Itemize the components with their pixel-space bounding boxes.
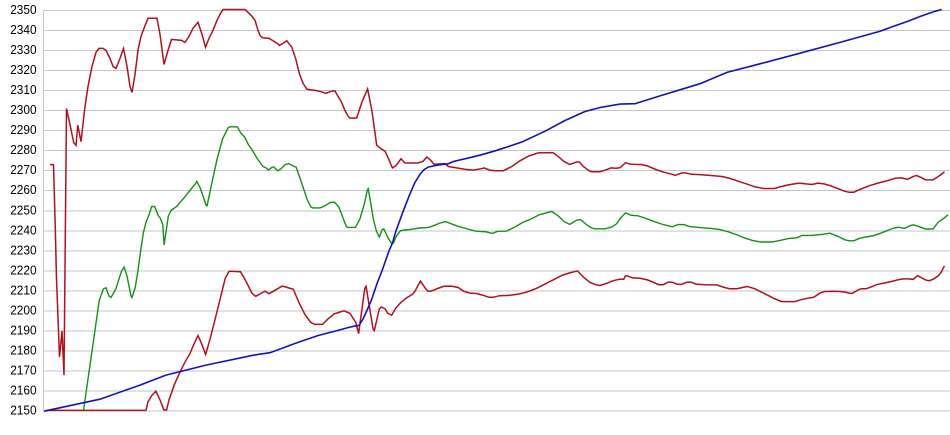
svg-text:2310: 2310	[10, 82, 36, 97]
svg-text:2270: 2270	[10, 162, 36, 177]
svg-text:2300: 2300	[10, 102, 36, 117]
svg-text:2220: 2220	[10, 262, 36, 277]
svg-text:2200: 2200	[10, 303, 36, 318]
svg-text:2330: 2330	[10, 42, 36, 57]
svg-text:2260: 2260	[10, 182, 36, 197]
svg-text:2180: 2180	[10, 343, 36, 358]
svg-text:2230: 2230	[10, 242, 36, 257]
svg-text:2150: 2150	[10, 403, 36, 418]
svg-text:2290: 2290	[10, 122, 36, 137]
svg-text:2170: 2170	[10, 363, 36, 378]
svg-text:2210: 2210	[10, 282, 36, 297]
svg-text:2280: 2280	[10, 142, 36, 157]
svg-text:2160: 2160	[10, 383, 36, 398]
svg-text:2240: 2240	[10, 222, 36, 237]
svg-text:2340: 2340	[10, 22, 36, 37]
svg-text:2350: 2350	[10, 2, 36, 17]
svg-text:2320: 2320	[10, 62, 36, 77]
svg-text:2190: 2190	[10, 323, 36, 338]
svg-text:2250: 2250	[10, 202, 36, 217]
